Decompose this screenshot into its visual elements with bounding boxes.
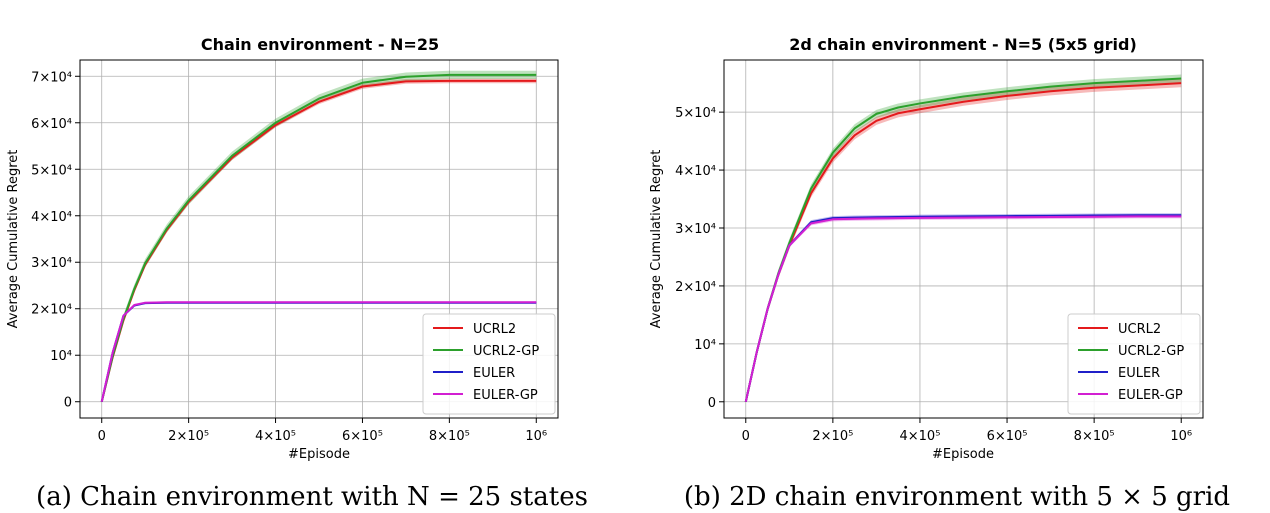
x-tick-label: 4×10⁵ — [255, 429, 296, 444]
legend-label: UCRL2-GP — [473, 344, 539, 359]
legend: UCRL2 UCRL2-GP EULER EULER-GP — [1067, 313, 1201, 415]
x-tick-label: 10⁶ — [1170, 429, 1192, 444]
legend-label: EULER-GP — [1118, 388, 1183, 403]
series-line-euler-gp — [100, 301, 537, 402]
chart-title: 2d chain environment - N=5 (5x5 grid) — [789, 35, 1137, 54]
legend-box — [422, 313, 556, 415]
x-tick-label: 10⁶ — [525, 429, 547, 444]
y-tick-label: 3×10⁴ — [675, 222, 716, 237]
figure-caption: (b) 2D chain environment with 5 × 5 grid — [684, 482, 1230, 512]
legend-label: UCRL2-GP — [1118, 344, 1184, 359]
chart-title: Chain environment - N=25 — [201, 35, 439, 54]
plot-frame — [723, 59, 1204, 419]
x-tick-label: 8×10⁵ — [1074, 429, 1115, 444]
y-tick-label: 5×10⁴ — [675, 106, 716, 121]
legend: UCRL2 UCRL2-GP EULER EULER-GP — [422, 313, 556, 415]
legend-label: UCRL2 — [1118, 322, 1161, 337]
y-axis-ticks: 0 10⁴ 2×10⁴ 3×10⁴ 4×10⁴ 5×10⁴ 6×10⁴ 7×10⁴ — [31, 70, 80, 411]
grid — [724, 60, 1203, 418]
y-tick-label: 3×10⁴ — [31, 256, 72, 271]
legend-label: EULER-GP — [473, 388, 538, 403]
x-tick-label: 8×10⁵ — [429, 429, 470, 444]
x-tick-label: 2×10⁵ — [812, 429, 853, 444]
y-tick-label: 5×10⁴ — [31, 163, 72, 178]
legend-box — [1067, 313, 1201, 415]
x-axis-label: #Episode — [288, 447, 350, 462]
legend-label: EULER — [473, 366, 515, 381]
series-line-ucrl2-gp — [100, 73, 537, 402]
y-tick-label: 4×10⁴ — [675, 164, 716, 179]
x-tick-label: 0 — [98, 429, 106, 444]
series-lines — [100, 73, 537, 402]
series-line-euler-gp — [744, 215, 1182, 402]
y-tick-label: 0 — [708, 396, 716, 411]
y-tick-label: 10⁴ — [694, 338, 716, 353]
figure-caption: (a) Chain environment with N = 25 states — [36, 482, 588, 512]
x-tick-label: 2×10⁵ — [168, 429, 209, 444]
y-tick-label: 7×10⁴ — [31, 70, 72, 85]
x-tick-label: 6×10⁵ — [987, 429, 1028, 444]
y-tick-label: 4×10⁴ — [31, 210, 72, 225]
legend-label: EULER — [1118, 366, 1160, 381]
y-tick-label: 2×10⁴ — [31, 303, 72, 318]
x-axis-label: #Episode — [932, 447, 994, 462]
y-axis-label: Average Cumulative Regret — [649, 150, 664, 329]
y-tick-label: 10⁴ — [50, 349, 72, 364]
x-axis-ticks: 0 2×10⁵ 4×10⁵ 6×10⁵ 8×10⁵ 10⁶ — [742, 418, 1192, 444]
y-axis-label: Average Cumulative Regret — [6, 150, 21, 329]
x-tick-label: 6×10⁵ — [342, 429, 383, 444]
chart-panel-a: Chain environment - N=25 0 2×10⁵ 4×10⁵ 6×10… — [6, 35, 588, 512]
x-axis-ticks: 0 2×10⁵ 4×10⁵ 6×10⁵ 8×10⁵ 10⁶ — [98, 418, 547, 444]
y-tick-label: 0 — [64, 396, 72, 411]
chart-panel-b: 2d chain environment - N=5 (5x5 grid) 0 2… — [649, 35, 1230, 512]
y-tick-label: 2×10⁴ — [675, 280, 716, 295]
grid — [80, 60, 558, 418]
legend-label: UCRL2 — [473, 322, 516, 337]
y-axis-ticks: 0 10⁴ 2×10⁴ 3×10⁴ 4×10⁴ 5×10⁴ — [675, 106, 724, 411]
plot-frame — [79, 59, 559, 419]
y-tick-label: 6×10⁴ — [31, 117, 72, 132]
x-tick-label: 0 — [742, 429, 750, 444]
x-tick-label: 4×10⁵ — [899, 429, 940, 444]
series-lines — [744, 77, 1182, 402]
